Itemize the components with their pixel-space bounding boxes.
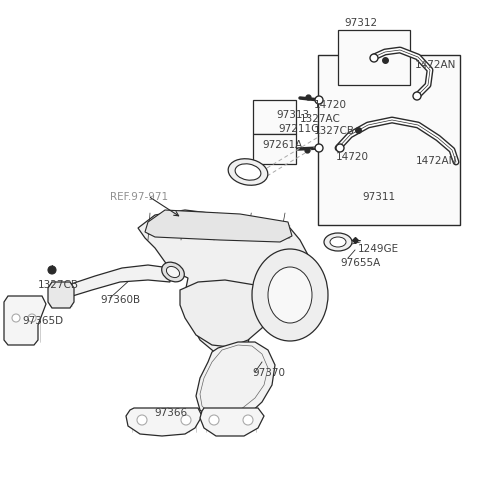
Text: 97211C: 97211C [278,124,319,134]
Circle shape [209,415,219,425]
Ellipse shape [228,159,268,185]
Circle shape [243,415,253,425]
Circle shape [181,415,191,425]
Polygon shape [50,265,170,305]
Text: 97311: 97311 [362,192,395,202]
Bar [338,30,410,85]
Text: 97360B: 97360B [100,295,140,305]
Text: 14720: 14720 [314,100,347,110]
Circle shape [315,96,323,104]
Bar [318,55,460,225]
Circle shape [137,415,147,425]
Text: REF.97-971: REF.97-971 [110,192,168,202]
Text: 14720: 14720 [336,152,369,162]
Polygon shape [48,282,74,308]
Text: 1327CB: 1327CB [38,280,79,290]
Polygon shape [126,408,202,436]
Circle shape [413,92,421,100]
Circle shape [370,54,378,62]
Ellipse shape [268,267,312,323]
Text: 1327AC: 1327AC [300,114,341,124]
Text: 97655A: 97655A [340,258,380,268]
Text: 1472AN: 1472AN [415,60,456,70]
Bar [253,100,296,134]
Text: 97313: 97313 [276,110,309,120]
Ellipse shape [252,249,328,341]
Text: 1249GE: 1249GE [358,244,399,254]
Text: 97365D: 97365D [22,316,63,326]
Ellipse shape [324,233,352,251]
Polygon shape [196,342,275,422]
Polygon shape [138,210,308,362]
Text: 97370: 97370 [252,368,285,378]
Ellipse shape [162,262,184,282]
Bar [253,134,296,164]
Polygon shape [4,296,46,345]
Ellipse shape [167,266,180,278]
Circle shape [28,314,36,322]
Text: 97366: 97366 [154,408,187,418]
Polygon shape [180,280,270,347]
Circle shape [12,314,20,322]
Text: 97261A: 97261A [262,140,302,150]
Circle shape [48,266,56,274]
Polygon shape [145,210,292,242]
Ellipse shape [330,237,346,247]
Text: 1327CB: 1327CB [314,126,355,136]
Circle shape [315,144,323,152]
Text: 1472AN: 1472AN [416,156,457,166]
Polygon shape [200,408,264,436]
Ellipse shape [235,164,261,180]
Circle shape [336,144,344,152]
Text: 97312: 97312 [344,18,377,28]
